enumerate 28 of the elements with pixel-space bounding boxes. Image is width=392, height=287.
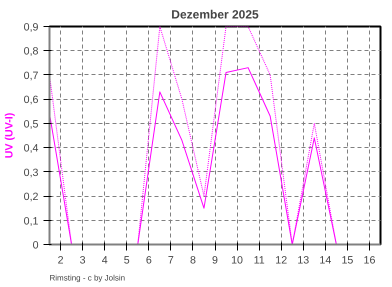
x-tick-label: 16 xyxy=(364,254,376,266)
y-tick-label: 0,1 xyxy=(24,215,39,228)
x-tick-label: 12 xyxy=(275,254,288,266)
x-tick-label: 15 xyxy=(341,254,354,266)
y-tick-label: 0,7 xyxy=(24,70,39,82)
x-tick-label: 2 xyxy=(58,254,64,266)
x-tick-label: 14 xyxy=(319,254,332,266)
y-tick-label: 0,3 xyxy=(24,166,39,179)
y-tick-label: 0 xyxy=(32,240,39,252)
x-tick-label: 11 xyxy=(254,254,265,266)
y-axis-title: UV (UV-I) xyxy=(4,112,16,158)
y-tick-label: 0,4 xyxy=(24,142,39,155)
x-tick-label: 13 xyxy=(297,254,310,266)
x-tick-label: 8 xyxy=(190,254,196,266)
y-tick-label: 0,6 xyxy=(24,94,39,106)
x-tick-label: 4 xyxy=(102,254,108,266)
y-tick-label: 0,5 xyxy=(24,118,39,130)
x-tick-label: 6 xyxy=(146,254,152,266)
y-tick-label: 0,8 xyxy=(24,46,39,58)
x-tick-label: 7 xyxy=(168,254,174,266)
x-tick-label: 10 xyxy=(231,254,244,266)
chart-title: Dezember 2025 xyxy=(171,8,260,22)
x-tick-label: 9 xyxy=(212,254,218,266)
x-tick-label: 5 xyxy=(124,254,130,266)
y-tick-label: 0,2 xyxy=(24,191,39,204)
text: Rimsting - c by Jolsin xyxy=(50,274,126,282)
y-tick-label: 0,9 xyxy=(24,22,39,34)
x-tick-label: 3 xyxy=(80,254,86,266)
